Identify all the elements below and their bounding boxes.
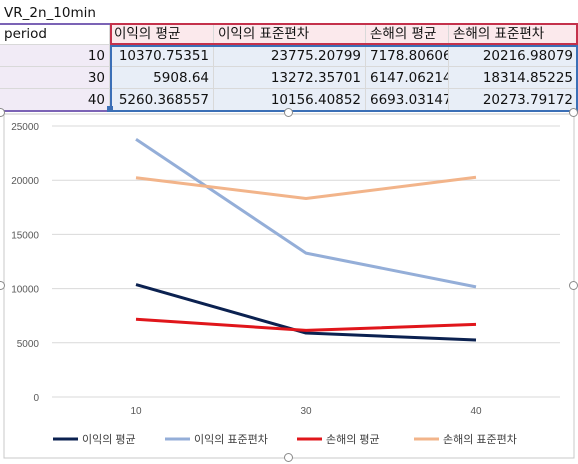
y-tick-label: 15000 (11, 230, 39, 241)
table-cell[interactable]: 13272.35701 (214, 67, 366, 89)
header-profit-std[interactable]: 이익의 표준편차 (214, 23, 366, 45)
table-cell[interactable]: 10370.75351 (110, 45, 214, 67)
table-cell[interactable]: 18314.85225 (449, 67, 578, 89)
selection-resize-handle[interactable] (107, 106, 113, 112)
table-cell[interactable]: 20273.79172 (449, 89, 578, 111)
chart-resize-handle-right[interactable] (569, 281, 578, 290)
header-profit-mean[interactable]: 이익의 평균 (110, 23, 214, 45)
chart-frame (3, 113, 575, 459)
spreadsheet-area: VR_2n_10min period 이익의 평균 이익의 표준편차 손해의 평… (0, 0, 578, 112)
x-tick-label: 10 (130, 406, 142, 417)
legend-label: 이익의 평균 (82, 433, 136, 446)
chart-resize-handle-left[interactable] (0, 281, 5, 290)
chart-resize-handle-top-right[interactable] (569, 108, 578, 117)
chart-resize-handle-top[interactable] (284, 108, 293, 117)
y-tick-label: 25000 (11, 122, 39, 133)
series-line[interactable] (135, 317, 477, 332)
x-tick-label: 30 (300, 406, 312, 417)
row-period-cell[interactable]: 40 (0, 89, 110, 111)
table-cell[interactable]: 5260.368557 (110, 89, 214, 111)
series-line[interactable] (135, 283, 477, 342)
series-line[interactable] (135, 175, 477, 200)
y-tick-label: 10000 (11, 285, 39, 296)
y-tick-label: 20000 (11, 176, 39, 187)
legend-label: 이익의 표준편차 (194, 433, 268, 446)
y-tick-label: 0 (33, 393, 39, 404)
x-tick-label: 40 (470, 406, 482, 417)
header-loss-std[interactable]: 손해의 표준편차 (449, 23, 578, 45)
legend-label: 손해의 표준편차 (443, 432, 517, 446)
table-cell[interactable]: 6693.031477 (366, 89, 449, 111)
chart-svg: 0 5000 10000 15000 20000 25000 10 30 40 이익의 평균 이… (3, 113, 575, 459)
table-cell[interactable]: 20216.98079 (449, 45, 578, 67)
legend-label: 손해의 평균 (326, 432, 380, 446)
period-header-cell[interactable]: period (0, 23, 110, 45)
sheet-title-cell[interactable]: VR_2n_10min (4, 5, 96, 21)
y-tick-label: 5000 (17, 339, 40, 350)
table-cell[interactable]: 5908.64 (110, 67, 214, 89)
table-cell[interactable]: 7178.806061 (366, 45, 449, 67)
series-line[interactable] (135, 138, 477, 289)
line-chart[interactable]: 0 5000 10000 15000 20000 25000 10 30 40 이익의 평균 이… (0, 113, 578, 460)
header-loss-mean[interactable]: 손해의 평균 (366, 23, 449, 45)
row-period-cell[interactable]: 10 (0, 45, 110, 67)
row-period-cell[interactable]: 30 (0, 67, 110, 89)
chart-resize-handle-top-left[interactable] (0, 108, 5, 117)
chart-resize-handle-bottom[interactable] (284, 453, 293, 462)
table-cell[interactable]: 6147.062147 (366, 67, 449, 89)
table-cell[interactable]: 23775.20799 (214, 45, 366, 67)
